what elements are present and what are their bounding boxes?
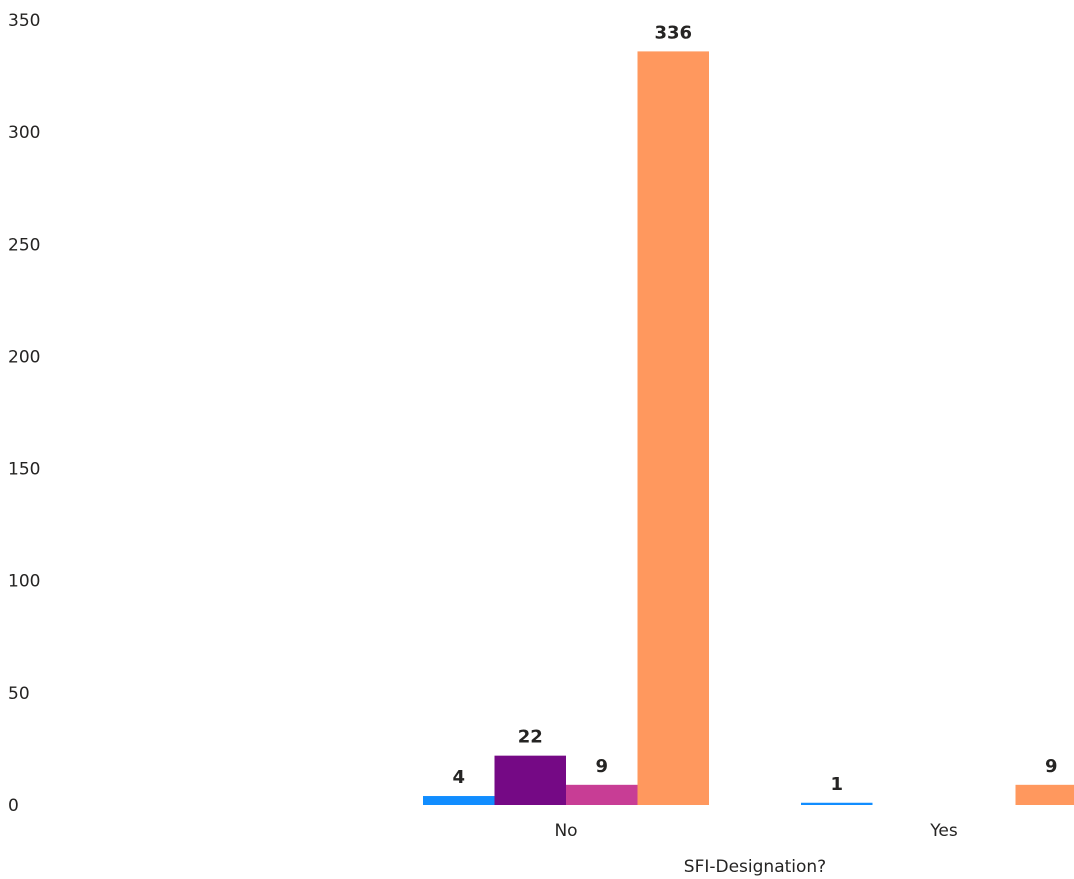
bars-group bbox=[423, 51, 1074, 805]
bar-no-series-1[interactable] bbox=[423, 796, 495, 805]
data-label: 9 bbox=[1045, 756, 1058, 777]
data-label: 9 bbox=[595, 756, 608, 777]
data-label: 336 bbox=[654, 22, 692, 43]
x-category-label: No bbox=[554, 821, 577, 841]
x-axis: No Yes bbox=[554, 821, 957, 841]
y-tick-label: 200 bbox=[8, 347, 40, 367]
y-tick-label: 250 bbox=[8, 235, 40, 255]
data-labels-group: 4 22 9 336 1 9 bbox=[452, 22, 1057, 794]
y-tick-label: 0 bbox=[8, 796, 19, 816]
bar-yes-series-1[interactable] bbox=[801, 802, 873, 805]
data-label: 1 bbox=[830, 774, 843, 795]
y-axis: 0 50 100 150 200 250 300 350 bbox=[8, 11, 40, 816]
data-label: 4 bbox=[452, 767, 465, 788]
y-tick-label: 150 bbox=[8, 460, 40, 480]
y-tick-label: 300 bbox=[8, 123, 40, 143]
bar-yes-series-4[interactable] bbox=[1015, 784, 1074, 805]
y-tick-label: 100 bbox=[8, 572, 40, 592]
bar-no-series-3[interactable] bbox=[566, 784, 638, 805]
x-category-label: Yes bbox=[929, 821, 958, 841]
bar-no-series-4[interactable] bbox=[637, 51, 710, 805]
y-tick-label: 50 bbox=[8, 684, 30, 704]
y-tick-label: 350 bbox=[8, 11, 40, 31]
bar-no-series-2[interactable] bbox=[494, 755, 567, 805]
x-axis-title: SFI-Designation? bbox=[684, 857, 826, 877]
data-label: 22 bbox=[518, 727, 543, 748]
